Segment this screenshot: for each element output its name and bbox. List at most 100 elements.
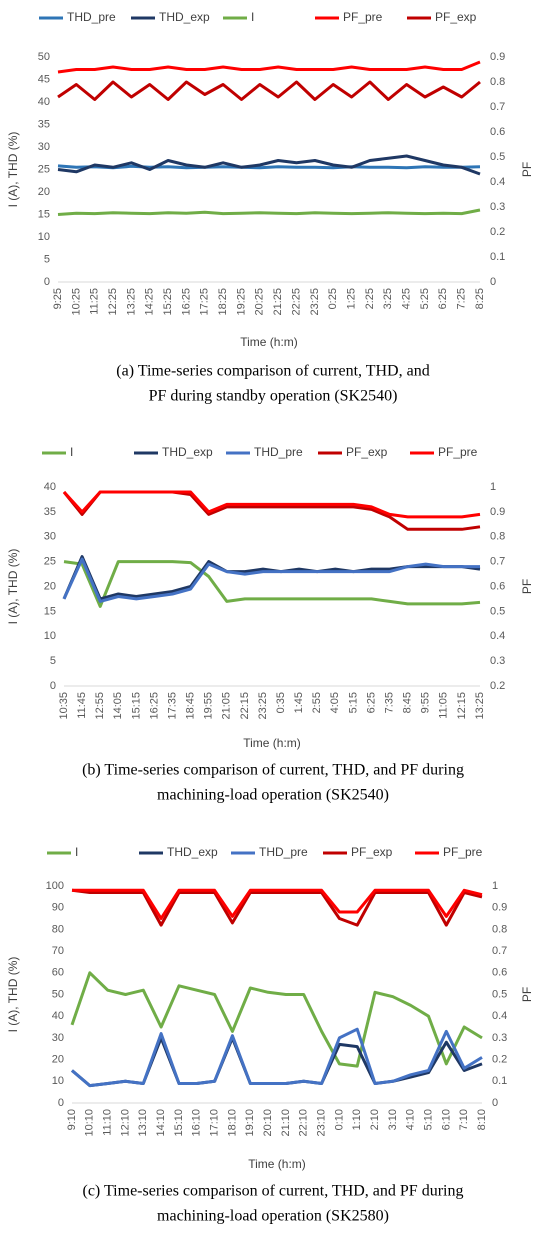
legend-label: PF_exp: [351, 845, 393, 859]
x-tick-label: 23:25: [309, 288, 321, 316]
y2-tick-label: 0.7: [490, 556, 505, 568]
x-tick-label: 1:10: [351, 1109, 363, 1130]
x-tick-label: 4:05: [329, 692, 341, 713]
y-tick-label: 15: [38, 208, 50, 220]
caption: machining-load operation (SK2580): [157, 1208, 389, 1225]
caption: (a) Time-series comparison of current, T…: [116, 363, 429, 380]
y2-tick-label: 0: [490, 276, 496, 288]
y2-tick-label: 0.5: [490, 151, 505, 163]
x-tick-label: 12:15: [456, 692, 468, 720]
y-tick-label: 10: [38, 231, 50, 243]
y2-tick-label: 0.2: [492, 1054, 507, 1066]
series-line: [72, 888, 483, 920]
x-tick-label: 11:05: [438, 692, 450, 719]
x-tick-label: 9:25: [52, 288, 64, 309]
x-tick-label: 13:25: [474, 692, 486, 720]
x-tick-label: 4:10: [405, 1109, 417, 1130]
x-tick-label: 0:10: [333, 1109, 345, 1130]
x-tick-label: 2:55: [311, 692, 323, 713]
x-tick-label: 14:25: [144, 288, 156, 316]
x-tick-label: 11:25: [89, 288, 101, 315]
x-tick-label: 2:25: [364, 288, 376, 309]
x-tick-label: 5:10: [422, 1109, 434, 1130]
series-line: [57, 154, 481, 176]
y-tick-label: 20: [52, 1054, 64, 1066]
x-tick-label: 7:25: [456, 288, 468, 309]
x-tick-label: 0:35: [275, 692, 287, 713]
x-tick-label: 15:25: [162, 288, 174, 316]
legend-label: THD_exp: [162, 445, 213, 459]
y-tick-label: 5: [44, 253, 50, 265]
x-tick-label: 22:25: [290, 288, 302, 316]
x-tick-label: 16:25: [148, 692, 160, 720]
x-tick-label: 13:10: [137, 1109, 149, 1137]
y2-tick-label: 0.4: [492, 1010, 507, 1022]
y2-tick-label: 0.2: [490, 680, 505, 692]
x-tick-label: 18:10: [226, 1109, 238, 1137]
series-line: [63, 560, 481, 608]
y-tick-label: 0: [50, 680, 56, 692]
x-tick-label: 18:25: [217, 288, 229, 316]
y-tick-label: 20: [38, 186, 50, 198]
caption: PF during standby operation (SK2540): [149, 388, 398, 405]
x-tick-label: 22:10: [298, 1109, 310, 1137]
y2-tick-label: 0.7: [490, 101, 505, 113]
y2-tick-label: 0.9: [492, 902, 507, 914]
y2-tick-label: 0.9: [490, 506, 505, 518]
y2-tick-label: 0.6: [492, 967, 507, 979]
y-tick-label: 25: [44, 556, 56, 568]
x-tick-label: 2:10: [369, 1109, 381, 1130]
x-tick-label: 10:10: [84, 1109, 96, 1137]
y-tick-label: 30: [38, 141, 50, 153]
x-tick-label: 1:45: [293, 692, 305, 713]
y2-axis-title: PF: [520, 162, 534, 177]
y-tick-label: 25: [38, 163, 50, 175]
y-tick-label: 30: [44, 531, 56, 543]
x-tick-label: 22:15: [239, 692, 251, 720]
x-tick-label: 21:10: [280, 1109, 292, 1137]
x-tick-label: 8:45: [402, 692, 414, 713]
legend-label: PF_pre: [443, 845, 483, 859]
x-tick-label: 6:25: [437, 288, 449, 309]
x-tick-label: 17:25: [199, 288, 211, 316]
x-tick-label: 23:25: [257, 692, 269, 720]
series-line: [71, 1036, 483, 1088]
x-tick-label: 20:25: [254, 288, 266, 316]
y-tick-label: 0: [58, 1097, 64, 1109]
x-tick-label: 3:25: [382, 288, 394, 309]
y-tick-label: 0: [44, 276, 50, 288]
x-tick-label: 9:55: [420, 692, 432, 713]
y-axis-title: I (A), THD (%): [6, 957, 20, 1033]
x-tick-label: 19:25: [235, 288, 247, 316]
x-tick-label: 10:25: [70, 288, 82, 316]
y2-tick-label: 0.6: [490, 580, 505, 592]
y2-tick-label: 0.5: [492, 988, 507, 1000]
y-tick-label: 20: [44, 580, 56, 592]
y-tick-label: 70: [52, 945, 64, 957]
y2-tick-label: 1: [490, 481, 496, 493]
y-tick-label: 35: [44, 506, 56, 518]
y-tick-label: 50: [38, 51, 50, 63]
x-tick-label: 12:10: [119, 1109, 131, 1137]
y2-tick-label: 0.6: [490, 126, 505, 138]
y-tick-label: 60: [52, 967, 64, 979]
y2-tick-label: 0.9: [490, 51, 505, 63]
series-line: [57, 60, 481, 74]
y2-tick-label: 0.3: [490, 655, 505, 667]
x-tick-label: 16:25: [180, 288, 192, 316]
x-tick-label: 7:35: [383, 692, 395, 713]
y2-tick-label: 0.8: [490, 531, 505, 543]
y2-axis-title: PF: [520, 987, 534, 1002]
series-line: [62, 557, 480, 603]
caption: machining-load operation (SK2540): [157, 787, 389, 804]
y2-tick-label: 0.3: [492, 1032, 507, 1044]
legend-label: I: [75, 845, 78, 859]
series-line: [62, 490, 481, 531]
series-line: [71, 888, 483, 927]
x-tick-label: 12:55: [94, 692, 106, 720]
series-line: [57, 164, 481, 170]
x-tick-label: 8:10: [476, 1109, 488, 1130]
series-line: [57, 208, 481, 216]
y-axis-title: I (A), THD (%): [6, 132, 20, 208]
